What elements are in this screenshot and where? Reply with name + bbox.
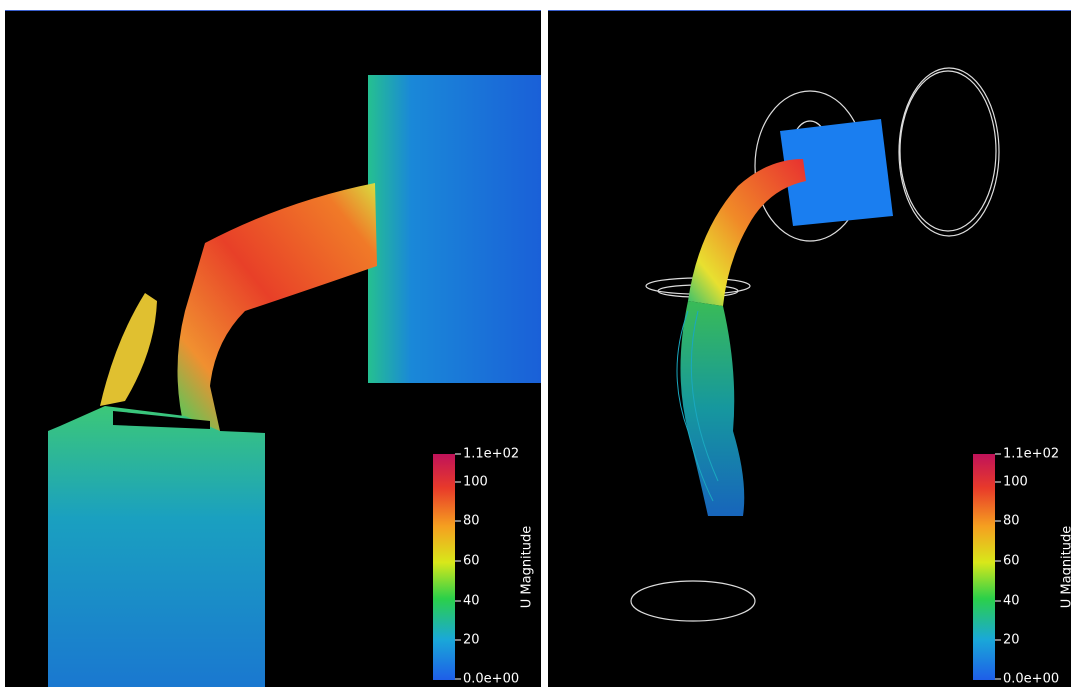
colorbar-labels: 1.1e+02 100 80 60 40 20 0.0e+00 U Magnitude (995, 447, 1071, 687)
colorbar-label: 20 (463, 633, 480, 648)
valve (100, 293, 157, 406)
colorbar-label: 80 (1003, 514, 1020, 529)
outlet-block (368, 75, 541, 383)
colorbar-label: 20 (1003, 633, 1020, 648)
colorbar-label: 40 (1003, 594, 1020, 609)
cylinder (48, 406, 265, 687)
colorbar (433, 454, 455, 680)
render-canvas: 1.1e+02 100 80 60 40 20 0.0e+00 U Magnitude (5, 11, 541, 687)
page: 1.1e+02 100 80 60 40 20 0.0e+00 U Magnitude (0, 0, 1071, 686)
colorbar-label: 0.0e+00 (1003, 672, 1059, 687)
colorbar-title: U Magnitude (520, 526, 535, 609)
colorbar-label: 80 (463, 514, 480, 529)
colorbar-label: 1.1e+02 (463, 447, 519, 462)
render-canvas: 1.1e+02 100 80 60 40 20 0.0e+00 U Magnitude (548, 11, 1071, 687)
colorbar-title: U Magnitude (1060, 526, 1071, 609)
render-view[interactable]: 1.1e+02 100 80 60 40 20 0.0e+00 U Magnitude (5, 10, 541, 687)
streamlines (681, 301, 745, 516)
colorbar-label: 100 (463, 475, 488, 490)
colorbar-label: 60 (463, 554, 480, 569)
render-view[interactable]: 1.1e+02 100 80 60 40 20 0.0e+00 U Magnitude (548, 10, 1071, 687)
colorbar-label: 100 (1003, 475, 1028, 490)
colorbar-label: 60 (1003, 554, 1020, 569)
colorbar-label: 1.1e+02 (1003, 447, 1059, 462)
colorbar-labels: 1.1e+02 100 80 60 40 20 0.0e+00 U Magnitude (455, 447, 535, 687)
intake-duct (688, 159, 806, 306)
colorbar-label: 0.0e+00 (463, 672, 519, 687)
intake-duct (178, 183, 378, 431)
colorbar-label: 40 (463, 594, 480, 609)
colorbar (973, 454, 995, 680)
